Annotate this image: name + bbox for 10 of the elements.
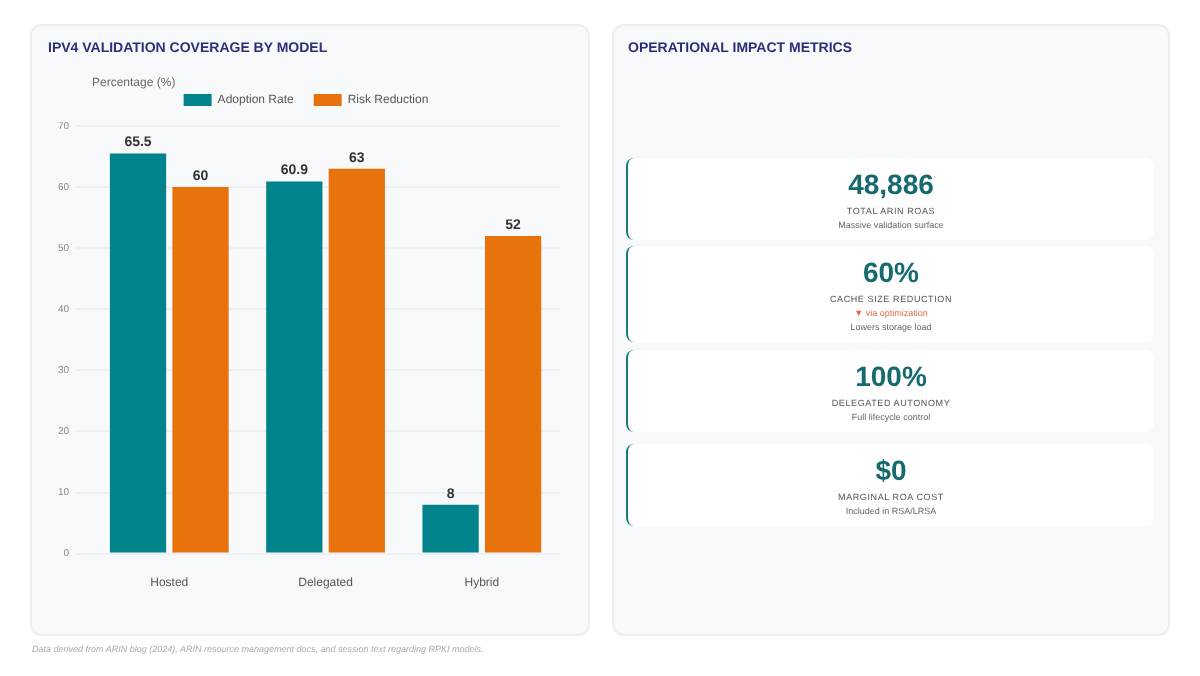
text: 48,886: [846, 168, 936, 200]
bar: [484, 235, 542, 553]
text: 60%: [860, 256, 922, 288]
bar: [266, 181, 323, 553]
bar: [328, 168, 385, 553]
bar: [109, 153, 167, 553]
bar: [172, 187, 229, 553]
text: 100%: [853, 360, 929, 392]
text: $0: [873, 454, 909, 486]
bar: [422, 504, 479, 553]
